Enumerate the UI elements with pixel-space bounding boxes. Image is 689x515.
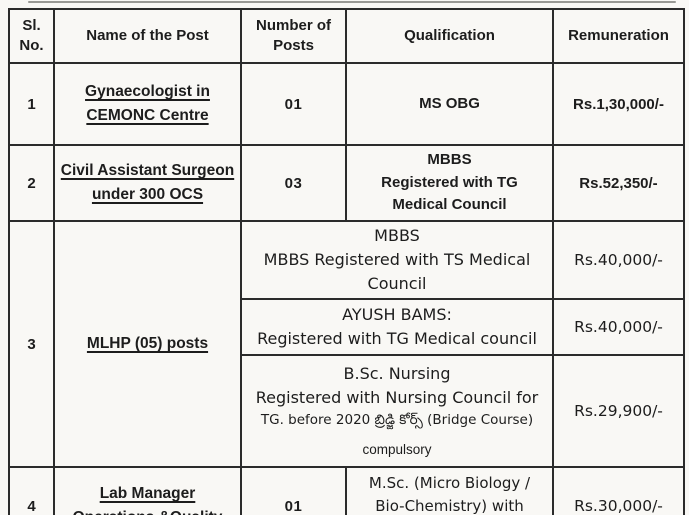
post-name-lab-manager: Lab Manager Operations &Quality	[53, 466, 242, 515]
qualification-line: Registered with Nursing Council for	[255, 387, 539, 407]
posts-count-2: 03	[240, 144, 347, 222]
header-number-of-posts-line1: Number of	[256, 16, 331, 34]
qualification-line: MBBS Registered with TS Medical Council	[263, 250, 531, 293]
qualification-3-bsc-nursing: B.Sc. Nursing Registered with Nursing Co…	[240, 354, 554, 468]
header-sl-no: Sl. No.	[8, 8, 55, 64]
table-row-3-sub-3: B.Sc. Nursing Registered with Nursing Co…	[9, 354, 685, 468]
qualification-line-compulsory: compulsory	[362, 442, 432, 458]
remuneration-1: Rs.1,30,000/-	[552, 62, 685, 146]
table-row-4: 4 Lab Manager Operations &Quality 01 M.S…	[8, 466, 685, 515]
qualification-2: MBBS Registered with TG Medical Council	[345, 144, 554, 222]
post-line: MLHP (05) posts	[86, 334, 209, 352]
table-row-3-sub-2: AYUSH BAMS: Registered with TG Medical c…	[9, 298, 685, 356]
remuneration-3-mbbs: Rs.40,000/-	[552, 220, 685, 300]
post-line: CEMONC Centre	[86, 107, 209, 124]
remuneration-2: Rs.52,350/-	[552, 144, 685, 222]
post-line: Lab Manager	[99, 484, 196, 502]
header-sl-no-line2: No.	[19, 37, 44, 54]
qualification-line: Medical Council	[392, 196, 507, 214]
sl-no-4: 4	[8, 466, 55, 515]
header-remuneration: Remuneration	[552, 8, 685, 64]
qualification-line-bridge-course: TG. before 2020 బ్రిడ్జి కోర్స్ (Bridge …	[260, 411, 534, 428]
header-sl-no-line1: Sl.	[22, 16, 41, 34]
table-row-2: 2 Civil Assistant Surgeon under 300 OCS …	[8, 144, 685, 222]
qualification-4: M.Sc. (Micro Biology / Bio-Chemistry) wi…	[345, 466, 554, 515]
qualification-line: MBBS	[374, 226, 420, 245]
qualification-line: Bio-Chemistry) with	[375, 496, 524, 515]
qualification-line: M.Sc. (Micro Biology /	[368, 474, 531, 493]
posts-count-4: 01	[240, 466, 347, 515]
table-header-row: Sl. No. Name of the Post Number of Posts…	[8, 8, 685, 64]
header-number-of-posts: Number of Posts	[240, 8, 347, 64]
qualification-line: MBBS	[427, 151, 472, 169]
sl-no-3: 3	[8, 220, 55, 468]
remuneration-4: Rs.30,000/-	[552, 466, 685, 515]
qualification-line: AYUSH BAMS:	[342, 305, 452, 324]
recruitment-table: Sl. No. Name of the Post Number of Posts…	[8, 8, 685, 515]
table-row-3-sub-1: 3 MLHP (05) posts MBBS MBBS Registered w…	[8, 220, 685, 468]
sl-no-2: 2	[8, 144, 55, 222]
remuneration-3-ayush: Rs.40,000/-	[552, 298, 685, 356]
post-name-civil-assistant-surgeon: Civil Assistant Surgeon under 300 OCS	[53, 144, 242, 222]
sl-no-1: 1	[8, 62, 55, 146]
qualification-3-ayush: AYUSH BAMS: Registered with TG Medical c…	[240, 298, 554, 356]
table-row-1: 1 Gynaecologist in CEMONC Centre 01 MS O…	[8, 62, 685, 146]
remuneration-3-bsc: Rs.29,900/-	[552, 354, 685, 468]
post-name-mlhp: MLHP (05) posts	[53, 220, 242, 468]
qualification-line: Registered with TG Medical council	[257, 329, 537, 348]
post-line: Operations &Quality	[59, 506, 236, 515]
post-line: under 300 OCS	[91, 186, 204, 203]
post-line: Gynaecologist in	[85, 82, 210, 100]
posts-count-1: 01	[240, 62, 347, 146]
scan-edge-artifact	[28, 1, 676, 3]
post-line: Civil Assistant Surgeon	[60, 161, 235, 179]
header-number-of-posts-line2: Posts	[273, 37, 314, 54]
qualification-3-mbbs: MBBS MBBS Registered with TS Medical Cou…	[240, 220, 554, 300]
qualification-line: B.Sc. Nursing	[343, 363, 451, 383]
header-qualification: Qualification	[345, 8, 554, 64]
post-name-gynaecologist: Gynaecologist in CEMONC Centre	[53, 62, 242, 146]
qualification-line: Registered with TG	[381, 173, 518, 191]
header-name-of-post: Name of the Post	[53, 8, 242, 64]
qualification-1: MS OBG	[345, 62, 554, 146]
